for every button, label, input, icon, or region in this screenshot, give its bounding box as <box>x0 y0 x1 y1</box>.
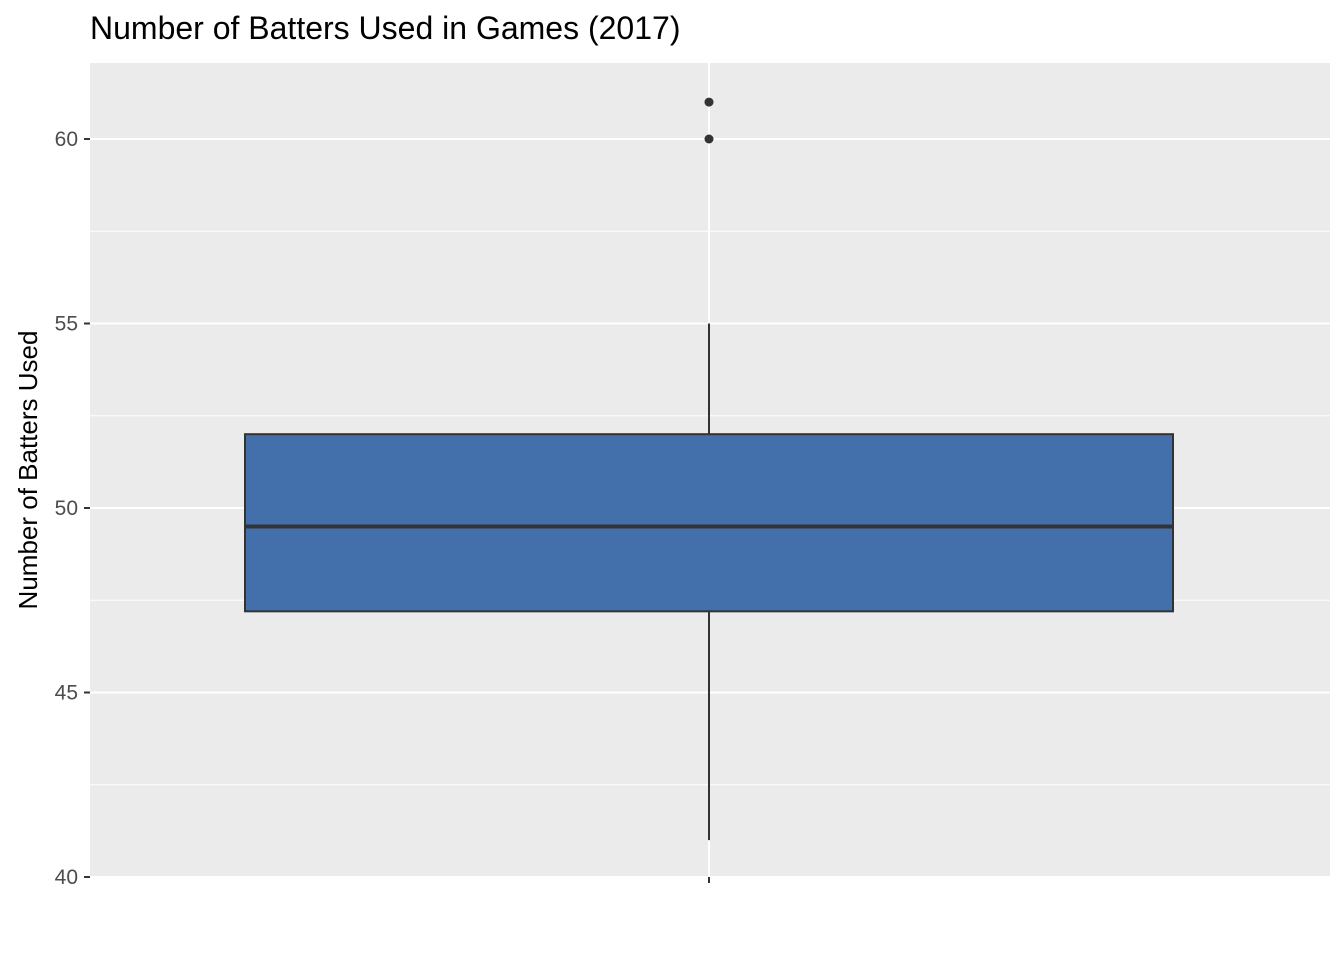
iqr-box <box>244 433 1174 613</box>
y-tick-label: 40 <box>55 866 78 889</box>
y-axis: 40 45 50 55 60 <box>55 128 90 889</box>
outlier-point <box>704 134 714 144</box>
chart-title: Number of Batters Used in Games (2017) <box>90 10 681 46</box>
boxplot <box>244 97 1174 841</box>
y-axis-title: Number of Batters Used <box>13 331 43 610</box>
y-tick-label: 45 <box>55 682 78 705</box>
outlier-point <box>704 97 714 107</box>
y-tick-label: 55 <box>55 313 78 336</box>
y-tick-label: 50 <box>55 497 78 520</box>
y-tick-label: 60 <box>55 128 78 151</box>
